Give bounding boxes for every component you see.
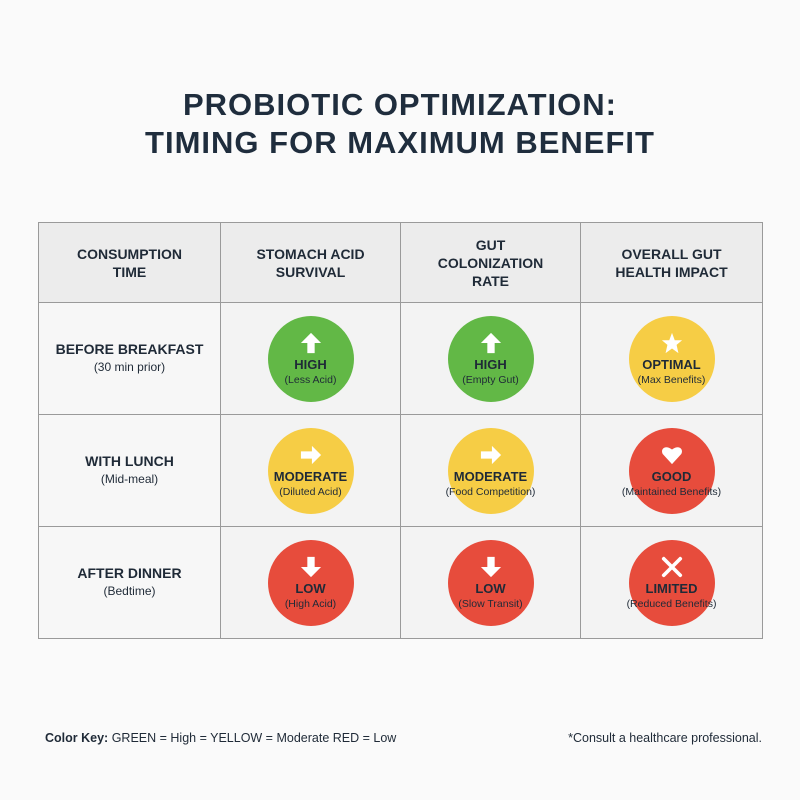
rating-cell: HIGH (Empty Gut) <box>400 302 581 415</box>
time: AFTER DINNER <box>77 565 182 581</box>
rating-cell: LIMITED (Reduced Benefits) <box>580 526 763 639</box>
title: PROBIOTIC OPTIMIZATION: TIMING FOR MAXIMU… <box>0 86 800 162</box>
rating-badge: LOW (Slow Transit) <box>447 539 534 626</box>
rating-cell: LOW (Slow Transit) <box>400 526 581 639</box>
rating-badge: OPTIMAL (Max Benefits) <box>628 315 715 402</box>
detail: (High Acid) <box>284 597 337 610</box>
level: OPTIMAL <box>642 356 701 372</box>
column-header: CONSUMPTION TIME <box>38 222 221 303</box>
key-label: Color Key: <box>45 731 109 745</box>
level: LIMITED <box>645 580 698 596</box>
column-header: STOMACH ACID SURVIVAL <box>220 222 401 303</box>
time-note: (Mid-meal) <box>100 472 159 486</box>
detail: (Slow Transit) <box>458 597 523 610</box>
rating-badge: HIGH (Empty Gut) <box>447 315 534 402</box>
rating-cell: OPTIMAL (Max Benefits) <box>580 302 763 415</box>
right-icon <box>480 445 501 464</box>
detail: (Max Benefits) <box>637 373 706 386</box>
rating-badge: LIMITED (Reduced Benefits) <box>626 539 717 626</box>
detail: (Empty Gut) <box>462 373 519 386</box>
time-note: (30 min prior) <box>93 360 166 374</box>
key-text: GREEN = High = YELLOW = Moderate RED = L… <box>111 731 397 745</box>
down-icon <box>300 556 321 577</box>
rating-cell: MODERATE (Diluted Acid) <box>220 414 401 527</box>
level: LOW <box>295 580 326 596</box>
time-cell: AFTER DINNER (Bedtime) <box>38 526 221 639</box>
disclaimer: *Consult a healthcare professional. <box>568 731 762 745</box>
rating-badge: GOOD (Maintained Benefits) <box>622 427 721 514</box>
rating-badge: LOW (High Acid) <box>267 539 354 626</box>
column-header: GUT COLONIZATION RATE <box>400 222 581 303</box>
detail: (Diluted Acid) <box>279 485 342 498</box>
detail: (Reduced Benefits) <box>626 597 717 610</box>
title-line: PROBIOTIC OPTIMIZATION: <box>182 87 617 122</box>
right-icon <box>300 445 321 464</box>
column-header: OVERALL GUT HEALTH IMPACT <box>580 222 763 303</box>
time-cell: WITH LUNCH (Mid-meal) <box>38 414 221 527</box>
rating-badge: MODERATE (Food Competition) <box>445 427 536 514</box>
x-icon <box>661 556 682 577</box>
up-icon <box>300 332 321 353</box>
time-note: (Bedtime) <box>103 584 156 598</box>
level: MODERATE <box>273 468 348 484</box>
title-line: TIMING FOR MAXIMUM BENEFIT <box>145 125 655 160</box>
rating-cell: LOW (High Acid) <box>220 526 401 639</box>
detail: (Food Competition) <box>445 485 536 498</box>
down-icon <box>480 556 501 577</box>
rating-cell: HIGH (Less Acid) <box>220 302 401 415</box>
detail: (Maintained Benefits) <box>621 485 722 498</box>
level: HIGH <box>294 356 327 372</box>
rating-badge: MODERATE (Diluted Acid) <box>267 427 354 514</box>
timing-table: CONSUMPTION TIME STOMACH ACID SURVIVAL G… <box>38 222 763 639</box>
rating-cell: GOOD (Maintained Benefits) <box>580 414 763 527</box>
detail: (Less Acid) <box>284 373 337 386</box>
level: GOOD <box>651 468 692 484</box>
level: HIGH <box>474 356 507 372</box>
color-key: Color Key: GREEN = High = YELLOW = Moder… <box>45 731 396 745</box>
time: BEFORE BREAKFAST <box>55 341 204 357</box>
level: MODERATE <box>453 468 528 484</box>
up-icon <box>480 332 501 353</box>
star-icon <box>661 332 682 353</box>
rating-cell: MODERATE (Food Competition) <box>400 414 581 527</box>
level: LOW <box>475 580 506 596</box>
heart-icon <box>661 446 682 464</box>
rating-badge: HIGH (Less Acid) <box>267 315 354 402</box>
time-cell: BEFORE BREAKFAST (30 min prior) <box>38 302 221 415</box>
time: WITH LUNCH <box>85 453 174 469</box>
